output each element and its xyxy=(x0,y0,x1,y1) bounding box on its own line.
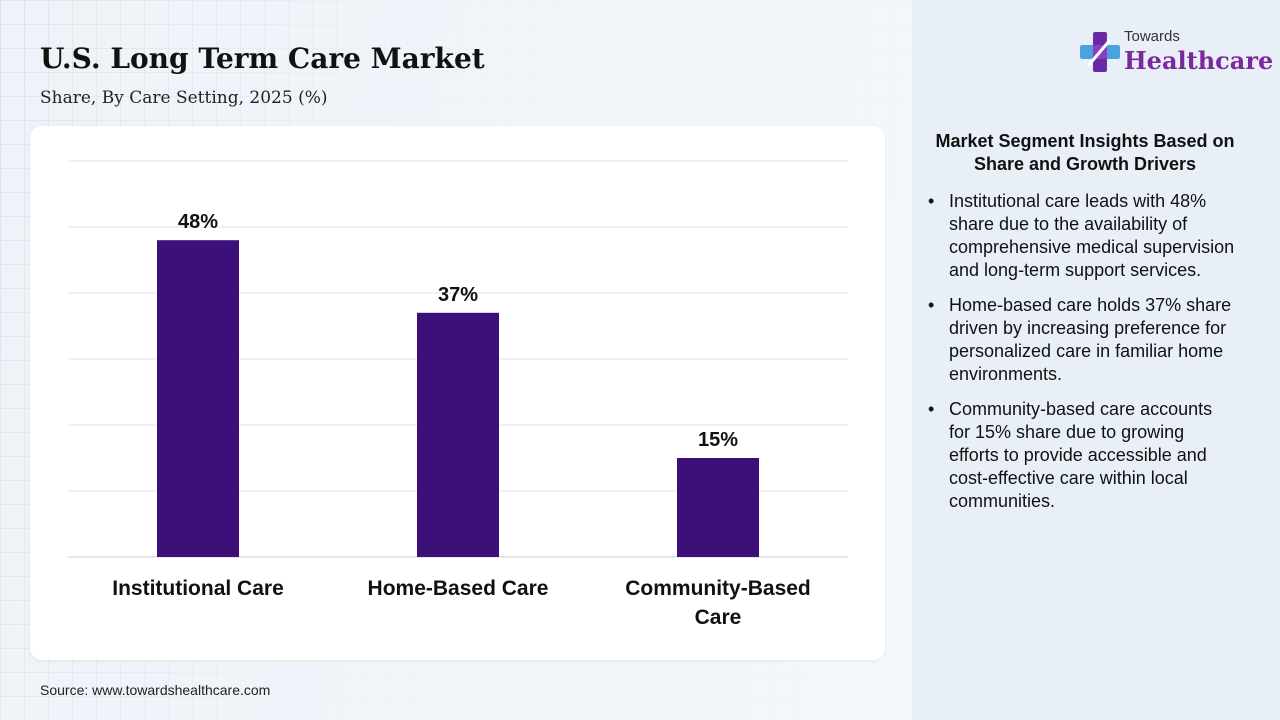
data-label: 37% xyxy=(438,284,478,306)
bar xyxy=(677,458,759,557)
data-label: 15% xyxy=(698,429,738,451)
insight-item: Community-based care accounts for 15% sh… xyxy=(928,398,1238,513)
bar xyxy=(157,240,239,557)
source-text: Source: www.towardshealthcare.com xyxy=(40,682,271,698)
insight-item: Institutional care leads with 48% share … xyxy=(928,190,1238,282)
logo-text-towards: Towards xyxy=(1124,28,1180,45)
bar xyxy=(417,312,499,557)
chart-card: 48% Institutional Care 37% Home-Based Care 1… xyxy=(30,126,885,660)
brand-logo: Towards Healthcare xyxy=(1080,28,1273,78)
plus-cross-icon xyxy=(1080,32,1120,72)
category-label: Institutional Care xyxy=(112,577,284,600)
insights-title: Market Segment Insights Based on Share a… xyxy=(935,131,1235,174)
category-label: Home-Based Care xyxy=(368,577,549,600)
category-label: Care xyxy=(695,606,742,629)
insight-item: Home-based care holds 37% share driven b… xyxy=(928,294,1238,386)
insights-list: Institutional care leads with 48% share … xyxy=(928,190,1238,525)
page-subtitle: Share, By Care Setting, 2025 (%) xyxy=(40,88,328,108)
category-label: Community-Based xyxy=(625,577,811,600)
data-label: 48% xyxy=(178,211,218,233)
logo-text-healthcare: Healthcare xyxy=(1124,46,1274,75)
bar-chart: 48% Institutional Care 37% Home-Based Care 1… xyxy=(68,160,848,629)
page-title: U.S. Long Term Care Market xyxy=(40,42,485,75)
